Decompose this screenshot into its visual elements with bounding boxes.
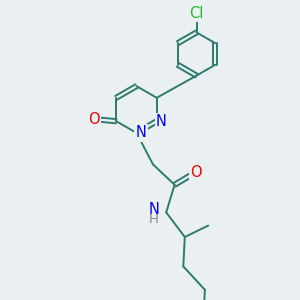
Text: Cl: Cl — [189, 6, 204, 21]
Text: N: N — [156, 114, 167, 129]
Text: O: O — [88, 112, 100, 127]
Text: N: N — [136, 125, 146, 140]
Text: O: O — [190, 165, 202, 180]
Text: H: H — [149, 212, 158, 226]
Text: N: N — [148, 202, 159, 217]
